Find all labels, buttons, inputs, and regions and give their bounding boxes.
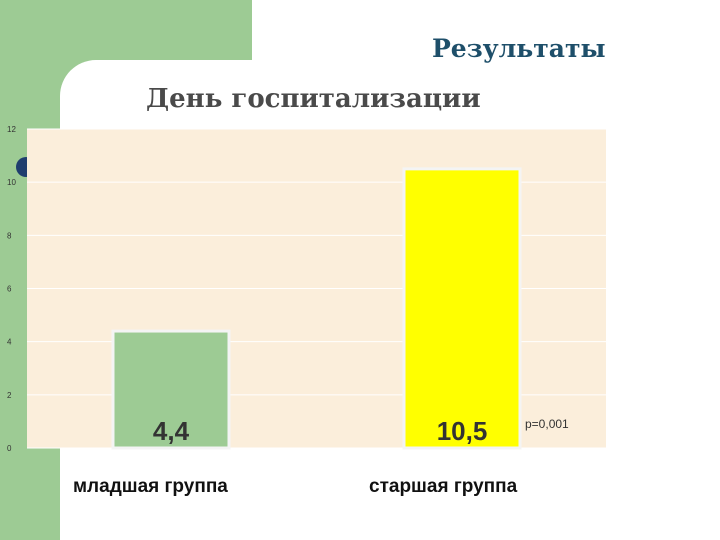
- category-label-old: старшая группа: [369, 476, 518, 497]
- slide-title: Результаты: [432, 34, 606, 63]
- bar-old: [402, 167, 522, 450]
- y-tick-label: 2: [7, 391, 12, 400]
- y-tick-label: 8: [7, 231, 12, 240]
- p-value-annotation: p=0,001: [525, 417, 569, 431]
- y-tick-label: 10: [7, 178, 16, 187]
- y-tick-label: 0: [7, 444, 12, 453]
- chart-title: День госпитализации: [146, 84, 481, 114]
- bar-young: [111, 329, 231, 450]
- y-tick-label: 4: [7, 338, 12, 347]
- y-tick-label: 12: [7, 125, 16, 134]
- category-label-young: младшая группа: [73, 476, 228, 497]
- y-tick-label: 6: [7, 285, 12, 294]
- data-label: 10,5: [437, 416, 488, 446]
- data-label: 4,4: [153, 416, 190, 446]
